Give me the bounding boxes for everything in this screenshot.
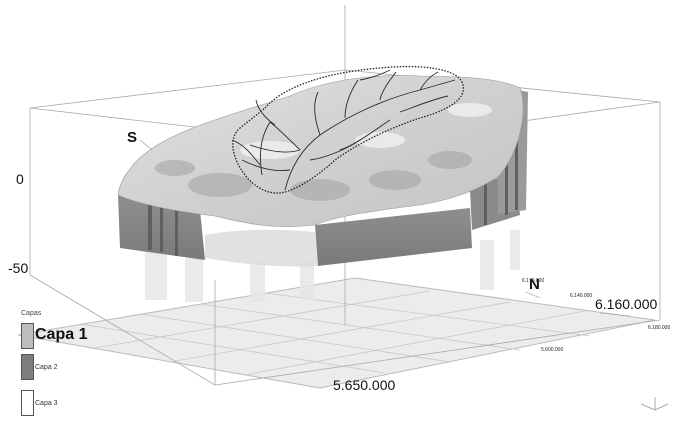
tick-label-6170000: 6.170.000 (522, 278, 545, 284)
legend-swatch-capa-1 (21, 323, 34, 349)
legend-label-capa-1: Capa 1 (35, 326, 88, 343)
coord-x-label: 5.650.000 (333, 377, 396, 393)
legend-swatch-capa-2 (21, 354, 34, 380)
north-label: N (529, 276, 540, 293)
legend-label-capa-3: Capa 3 (35, 400, 58, 407)
tick-label-6140000: 6.140.000 (570, 293, 593, 299)
watershed-outline (232, 65, 464, 194)
axis-triad (640, 397, 669, 411)
coord-y-label: 6.160.000 (595, 296, 658, 312)
tick-label-6180000: 6.180.000 (648, 325, 671, 331)
layers-legend: Capas Capa 1 Capa 2 Capa 3 (18, 308, 128, 420)
lower-layer-columns (145, 230, 520, 302)
legend-title: Capas (21, 310, 42, 317)
south-label: S (127, 129, 138, 146)
elevation-neg50-label: -50 (8, 260, 29, 276)
legend-swatch-capa-3 (21, 390, 34, 416)
river-network (231, 69, 456, 191)
elevation-zero-label: 0 (16, 171, 24, 187)
base-grid-plane (17, 277, 656, 389)
legend-label-capa-2: Capa 2 (35, 364, 58, 371)
tick-label-5600000: 5.600.000 (541, 347, 564, 353)
terrain-top-surface (117, 75, 524, 267)
